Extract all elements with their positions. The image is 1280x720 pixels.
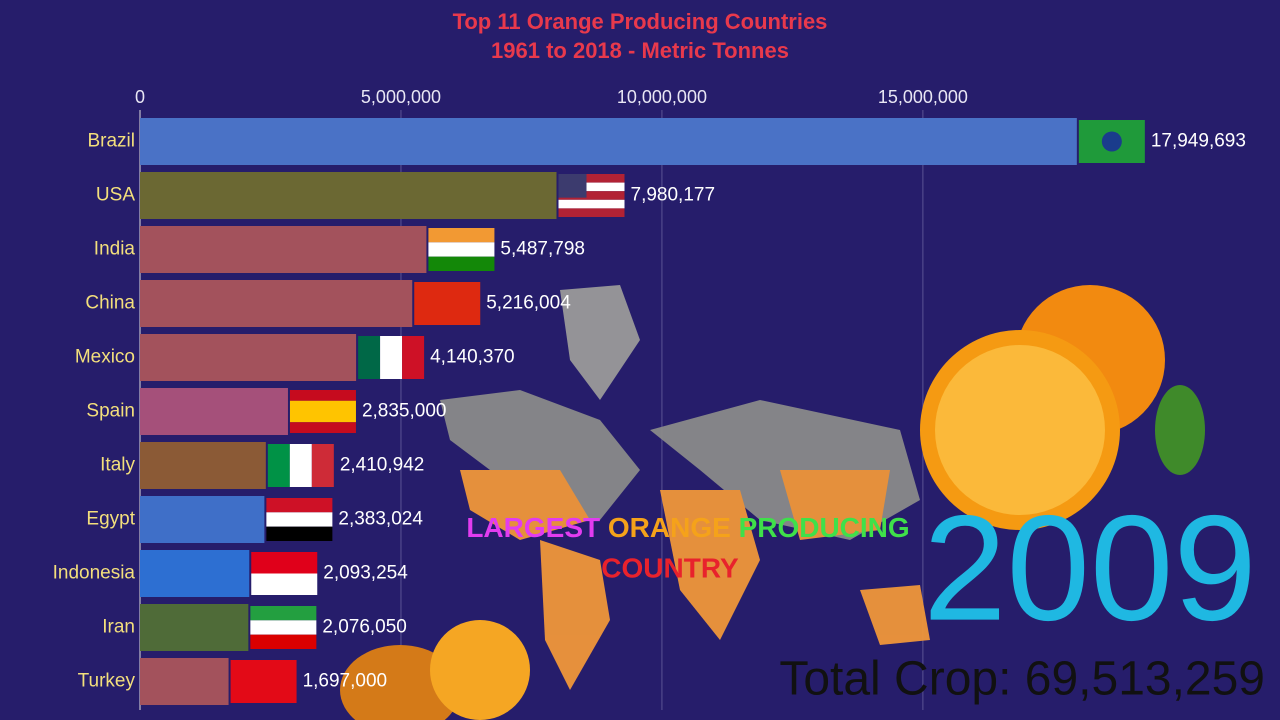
world-map xyxy=(440,285,930,690)
bar xyxy=(140,442,266,489)
map-land xyxy=(540,540,610,690)
annotation: LARGEST ORANGE PRODUCING xyxy=(466,512,909,543)
orange-half xyxy=(430,620,530,720)
flag xyxy=(289,390,356,401)
flag xyxy=(289,444,312,487)
flag xyxy=(250,620,317,635)
flag xyxy=(230,660,297,703)
flag xyxy=(289,400,356,412)
bar xyxy=(140,118,1077,165)
flag xyxy=(558,174,587,198)
category-label: Turkey xyxy=(78,671,136,692)
value-label: 2,410,942 xyxy=(340,455,425,476)
map-land xyxy=(440,390,640,520)
flag xyxy=(380,336,403,379)
x-tick-label: 5,000,000 xyxy=(361,87,441,107)
bar xyxy=(140,280,413,327)
chart-title: Top 11 Orange Producing Countries xyxy=(453,9,828,34)
orange-slice-inner xyxy=(935,345,1105,515)
flag xyxy=(250,606,317,621)
flag xyxy=(251,573,318,595)
annotation-word: ORANGE xyxy=(608,512,731,543)
annotation-word: PRODUCING xyxy=(739,512,910,543)
flag xyxy=(558,182,625,192)
bar xyxy=(140,172,557,219)
value-label: 5,487,798 xyxy=(500,239,585,260)
flag xyxy=(266,526,333,541)
flag xyxy=(267,444,290,487)
flag xyxy=(414,282,481,325)
category-label: Iran xyxy=(102,617,135,638)
year: 2009 xyxy=(923,484,1257,652)
bar xyxy=(140,334,357,381)
chart-subtitle: 1961 to 2018 - Metric Tonnes xyxy=(491,38,789,63)
flag xyxy=(289,422,356,433)
flag xyxy=(358,336,381,379)
category-label: India xyxy=(94,239,136,260)
bar xyxy=(140,496,265,543)
bar xyxy=(140,226,427,273)
value-label: 2,383,024 xyxy=(338,509,423,530)
leaf xyxy=(1155,385,1205,475)
category-label: Egypt xyxy=(86,509,135,530)
category-label: China xyxy=(85,293,135,314)
annotation-word: COUNTRY xyxy=(601,552,739,583)
total-crop: Total Crop: 69,513,259 xyxy=(779,653,1265,706)
x-tick-label: 10,000,000 xyxy=(617,87,707,107)
flag xyxy=(428,242,495,257)
flag xyxy=(558,191,625,200)
value-label: 2,076,050 xyxy=(322,617,407,638)
annotation-word: LARGEST xyxy=(466,512,600,543)
flag xyxy=(289,411,356,423)
category-label: Spain xyxy=(86,401,135,422)
flag xyxy=(311,444,334,487)
flag xyxy=(251,552,318,574)
value-label: 7,980,177 xyxy=(631,185,716,206)
flag xyxy=(558,208,625,217)
flag xyxy=(428,228,495,243)
decoration xyxy=(340,285,1205,720)
category-label: Brazil xyxy=(87,131,135,152)
bar xyxy=(140,388,288,435)
flag xyxy=(402,336,425,379)
value-label: 2,835,000 xyxy=(362,401,447,422)
x-tick-label: 0 xyxy=(135,87,145,107)
flag xyxy=(428,256,495,271)
flag xyxy=(250,634,317,649)
category-label: USA xyxy=(96,185,135,206)
orange-half xyxy=(340,645,460,720)
map-land xyxy=(460,470,590,540)
x-tick-label: 15,000,000 xyxy=(878,87,968,107)
map-land xyxy=(780,470,890,540)
bar xyxy=(140,550,250,597)
category-label: Italy xyxy=(100,455,135,476)
category-label: Mexico xyxy=(75,347,135,368)
flag xyxy=(266,498,333,513)
bar xyxy=(140,658,229,705)
category-label: Indonesia xyxy=(53,563,136,584)
value-label: 2,093,254 xyxy=(323,563,408,584)
value-label: 17,949,693 xyxy=(1151,131,1246,152)
flag xyxy=(1101,131,1122,152)
value-label: 1,697,000 xyxy=(303,671,388,692)
flag xyxy=(558,199,625,209)
map-land xyxy=(560,285,640,400)
map-land xyxy=(860,585,930,645)
map-land xyxy=(660,490,760,640)
value-label: 5,216,004 xyxy=(486,293,571,314)
flag xyxy=(266,512,333,527)
flag xyxy=(558,174,625,183)
value-label: 4,140,370 xyxy=(430,347,515,368)
bar xyxy=(140,604,249,651)
